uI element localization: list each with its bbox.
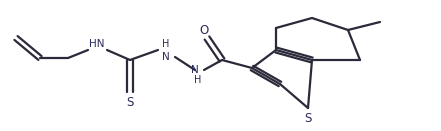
Text: S: S — [126, 95, 134, 108]
Text: O: O — [199, 23, 209, 37]
Text: H: H — [194, 75, 202, 85]
Text: H: H — [162, 39, 170, 49]
Text: N: N — [191, 65, 199, 75]
Text: N: N — [162, 52, 170, 62]
Text: HN: HN — [89, 39, 105, 49]
Text: S: S — [304, 111, 312, 124]
